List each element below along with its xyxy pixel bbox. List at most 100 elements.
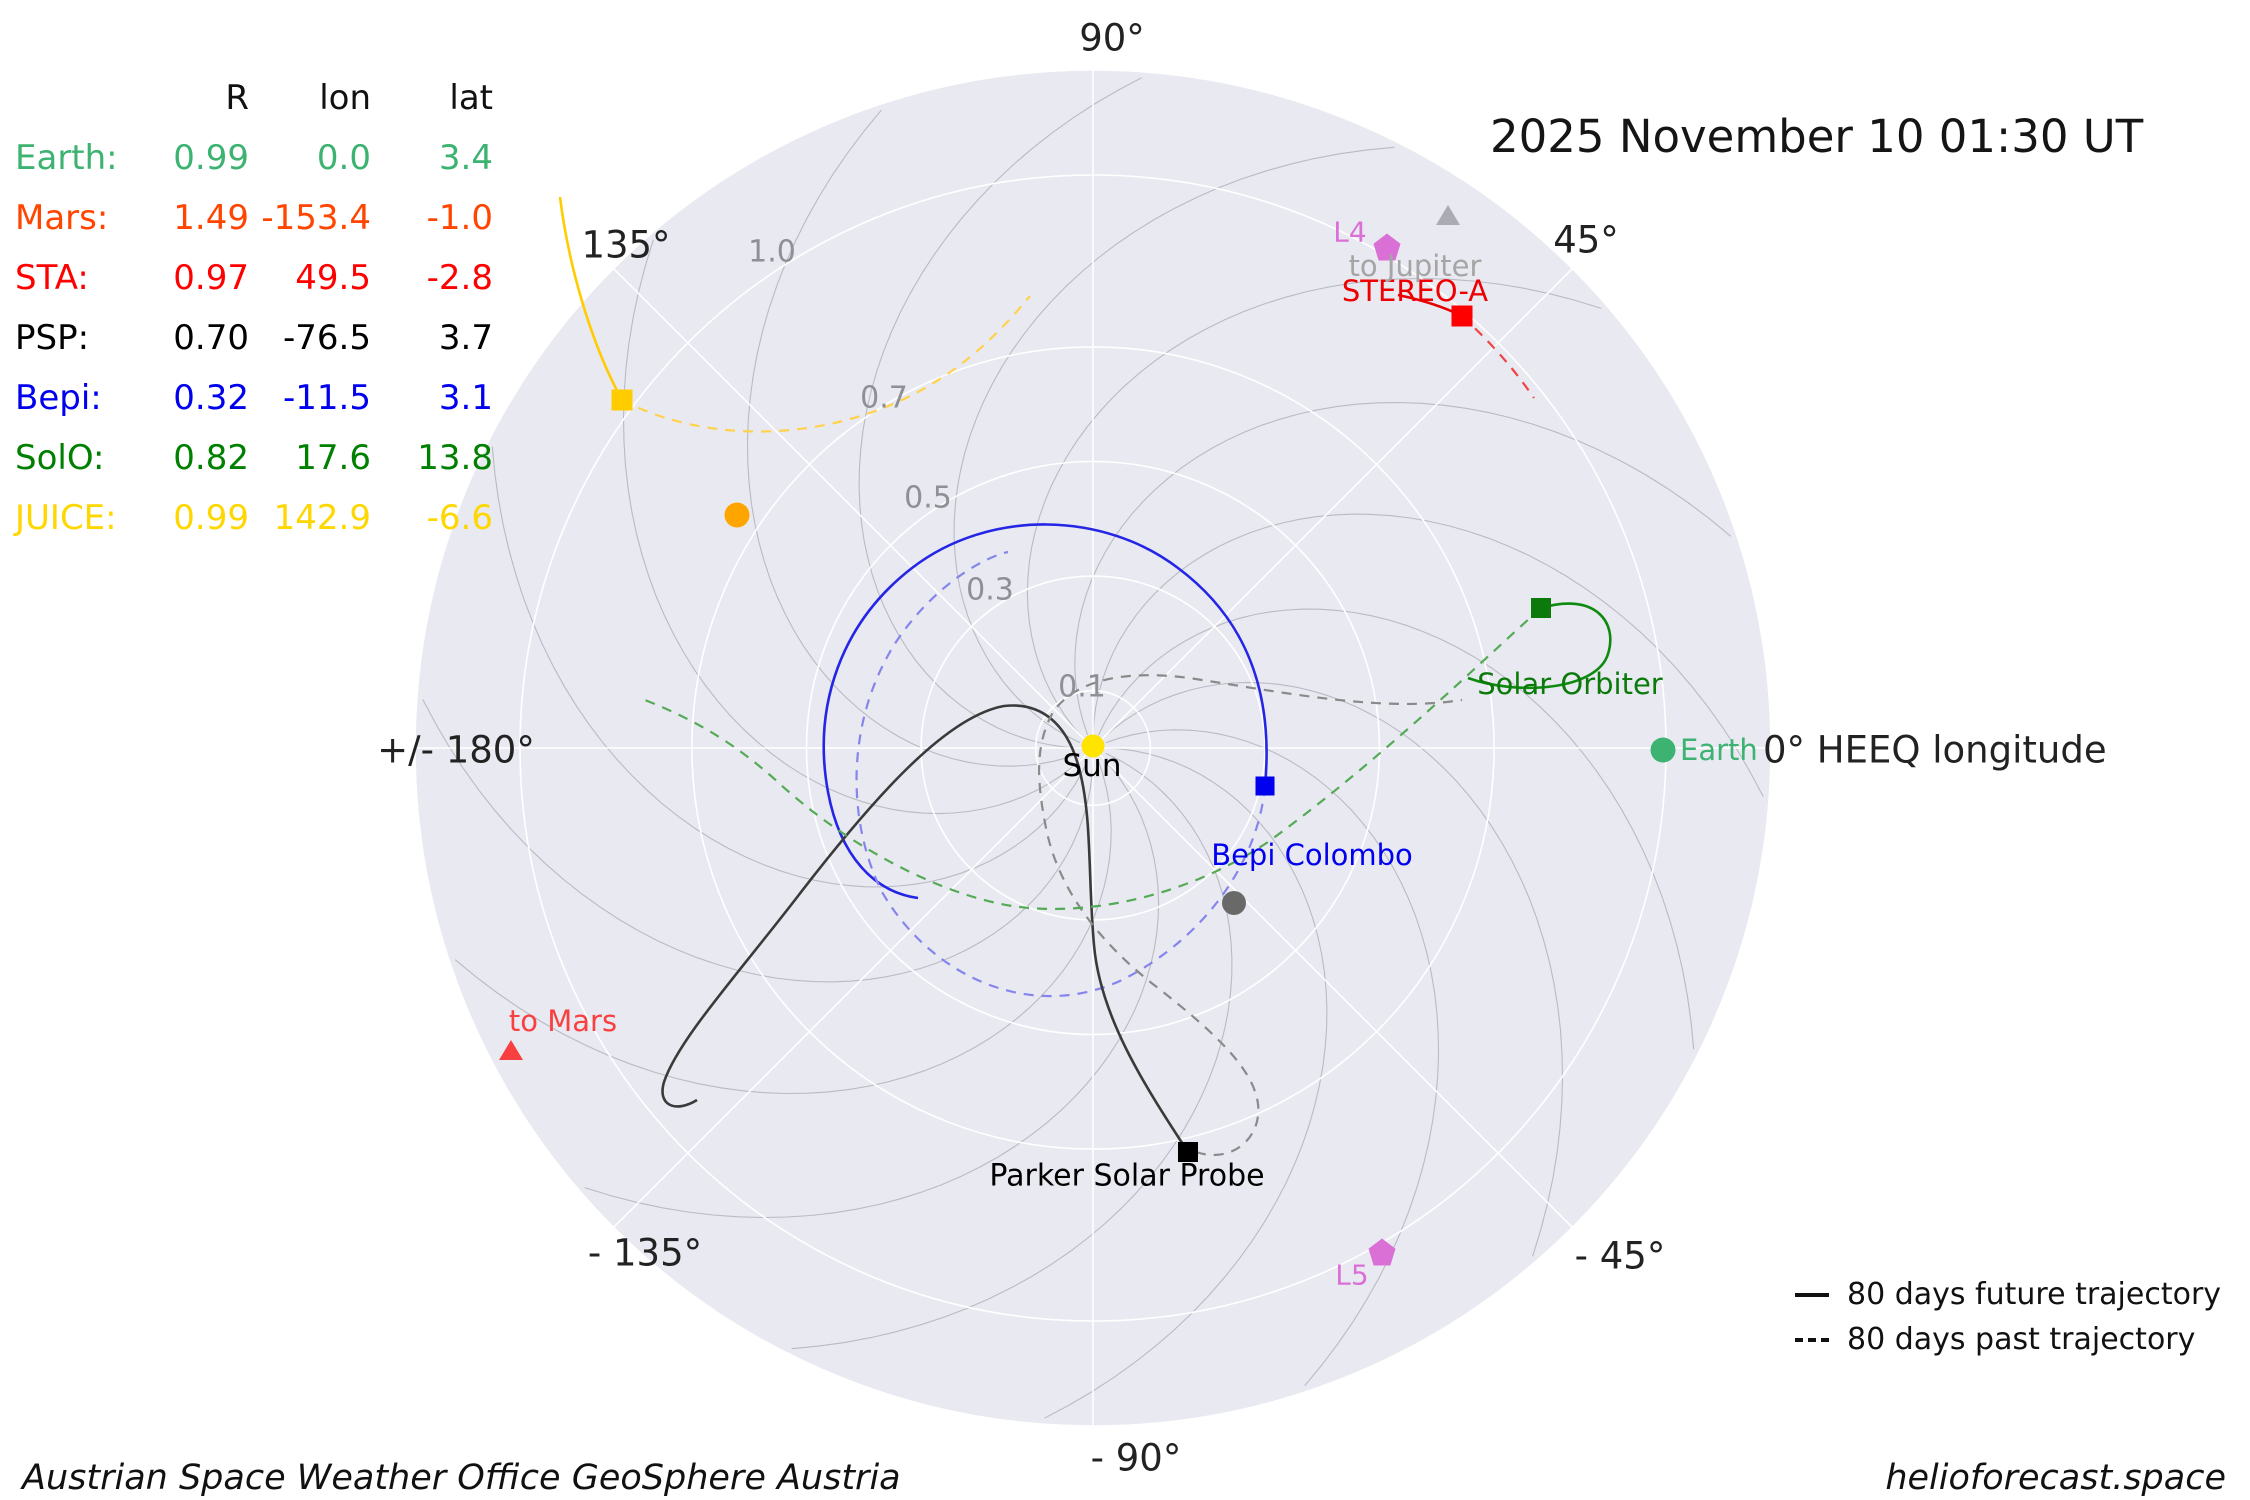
- ephemeris-row-PSP: PSP: 0.70 -76.5 3.7: [15, 308, 493, 368]
- parker-spiral-gridline: [1102, 681, 1564, 1257]
- ephemeris-cell-lon: 49.5: [295, 258, 371, 298]
- angle-tick-label: 90°: [1079, 16, 1145, 60]
- ephemeris-cell-lat: 3.1: [438, 378, 493, 418]
- angle-tick-label: +/- 180°: [377, 728, 535, 772]
- ephemeris-header-R: R: [225, 78, 249, 118]
- ephemeris-header-lat: lat: [449, 78, 493, 118]
- to-mars-label: to Mars: [508, 1004, 618, 1038]
- l5-label: L5: [1335, 1258, 1369, 1292]
- ephemeris-cell-name: Bepi:: [15, 378, 102, 418]
- angle-tick-label: - 135°: [587, 1231, 703, 1275]
- solid-line-swatch: [1795, 1292, 1829, 1297]
- psp-label: Parker Solar Probe: [989, 1158, 1265, 1194]
- ephemeris-cell-lat: 13.8: [417, 438, 493, 478]
- trajectory-solo-future: [1467, 602, 1612, 690]
- sun-marker: [1081, 734, 1105, 758]
- bepi-colombo-label: Bepi Colombo: [1211, 838, 1413, 872]
- ephemeris-cell-lat: -6.6: [426, 498, 493, 538]
- ephemeris-cell-name: Earth:: [15, 138, 118, 178]
- angle-spoke-gridline: [613, 747, 1094, 1228]
- ephemeris-cell-lon: 17.6: [295, 438, 371, 478]
- legend-past-label: 80 days past trajectory: [1847, 1322, 2196, 1357]
- parker-spiral-gridline: [1074, 401, 1732, 736]
- ephemeris-cell-lon: 142.9: [273, 498, 371, 538]
- trajectory-psp-future: [661, 704, 1190, 1153]
- radius-tick-label: 0.7: [860, 380, 908, 416]
- parker-spiral-gridline: [1105, 729, 1440, 1387]
- angle-spoke-gridline: [1092, 747, 1573, 1228]
- ephemeris-cell-lon: -76.5: [283, 318, 371, 358]
- sun-label: Sun: [1062, 748, 1122, 784]
- ephemeris-cell-lat: -2.8: [426, 258, 493, 298]
- radius-tick-label: 0.5: [904, 480, 952, 516]
- l4-label: L4: [1333, 215, 1367, 249]
- outer-edge-ring: [414, 69, 1772, 1427]
- parker-spiral-gridline: [622, 239, 1084, 815]
- radius-tick-label: 0.3: [966, 572, 1014, 608]
- ephemeris-row-Mars: Mars: 1.49 -153.4 -1.0: [15, 188, 493, 248]
- radius-tick-label: 1.0: [748, 234, 796, 270]
- legend-row-future: 80 days future trajectory: [1795, 1272, 2221, 1317]
- ephemeris-row-JUICE: JUICE: 0.99 142.9 -6.6: [15, 488, 493, 548]
- radius-tick-label: 0.1: [1058, 669, 1106, 705]
- ephemeris-cell-lon: -153.4: [261, 198, 371, 238]
- earth-marker: [1650, 737, 1676, 763]
- parker-spiral-gridline: [953, 146, 1395, 744]
- angle-spoke-gridline: [613, 268, 1094, 749]
- ephemeris-cell-R: 0.70: [173, 318, 249, 358]
- ephemeris-cell-name: STA:: [15, 258, 89, 298]
- trajectory-legend: 80 days future trajectory 80 days past t…: [1795, 1272, 2221, 1362]
- trajectory-juice-past: [621, 295, 1031, 433]
- trajectory-psp-past: [1038, 674, 1463, 1157]
- ephemeris-cell-lat: 3.4: [438, 138, 493, 178]
- ephemeris-row-STA: STA: 0.97 49.5 -2.8: [15, 248, 493, 308]
- parker-spiral-gridline: [422, 699, 1094, 983]
- ephemeris-cell-lon: 0.0: [316, 138, 371, 178]
- angle-spoke-gridline: [1092, 268, 1573, 749]
- stereo-a-marker: [1451, 305, 1473, 327]
- parker-spiral-gridline: [746, 109, 1081, 767]
- trajectory-bepi-future: [822, 523, 1268, 900]
- angle-tick-label: 45°: [1553, 218, 1619, 262]
- juice-marker: [611, 389, 633, 411]
- heeq-longitude-label: 0° HEEQ longitude: [1763, 728, 2107, 772]
- trajectory-bepi-past: [855, 550, 1267, 998]
- parker-spiral-gridline: [584, 757, 1160, 1219]
- mercury-marker: [1222, 891, 1246, 915]
- ephemeris-cell-name: JUICE:: [15, 498, 117, 538]
- ephemeris-cell-name: SolO:: [15, 438, 105, 478]
- trajectory-sta-past: [1461, 315, 1535, 399]
- solar-orbiter-label: Solar Orbiter: [1477, 667, 1663, 701]
- stereo-a-label: STEREO-A: [1341, 274, 1489, 308]
- footer-website: helioforecast.space: [1885, 1458, 2226, 1498]
- ephemeris-cell-R: 1.49: [173, 198, 249, 238]
- dashed-line-swatch: [1795, 1337, 1829, 1342]
- ephemeris-row-Bepi: Bepi: 0.32 -11.5 3.1: [15, 368, 493, 428]
- parker-spiral-gridline: [858, 77, 1142, 749]
- legend-future-label: 80 days future trajectory: [1847, 1277, 2222, 1312]
- trajectory-juice-future: [558, 196, 624, 401]
- date-title: 2025 November 10 01:30 UT: [1490, 110, 2144, 163]
- angle-tick-label: - 45°: [1574, 1234, 1666, 1278]
- ephemeris-cell-R: 0.99: [173, 498, 249, 538]
- ephemeris-row-SolO: SolO: 0.82 17.6 13.8: [15, 428, 493, 488]
- radius-ring-gridline: [691, 346, 1495, 1150]
- ephemeris-cell-R: 0.99: [173, 138, 249, 178]
- parker-spiral-gridline: [1092, 513, 1764, 797]
- trajectory-solo-past: [644, 607, 1542, 911]
- ephemeris-cell-R: 0.97: [173, 258, 249, 298]
- parker-spiral-gridline: [791, 752, 1233, 1350]
- earth-label: Earth: [1680, 733, 1758, 767]
- ephemeris-cell-R: 0.32: [173, 378, 249, 418]
- ephemeris-row-Earth: Earth: 0.99 0.0 3.4: [15, 128, 493, 188]
- parker-spiral-gridline: [454, 760, 1112, 1095]
- legend-row-past: 80 days past trajectory: [1795, 1317, 2221, 1362]
- angle-tick-label: 135°: [581, 223, 671, 267]
- ephemeris-cell-lon: -11.5: [283, 378, 371, 418]
- ephemeris-cell-R: 0.82: [173, 438, 249, 478]
- ephemeris-header-lon: lon: [319, 78, 371, 118]
- solar-orbiter-marker: [1531, 598, 1551, 618]
